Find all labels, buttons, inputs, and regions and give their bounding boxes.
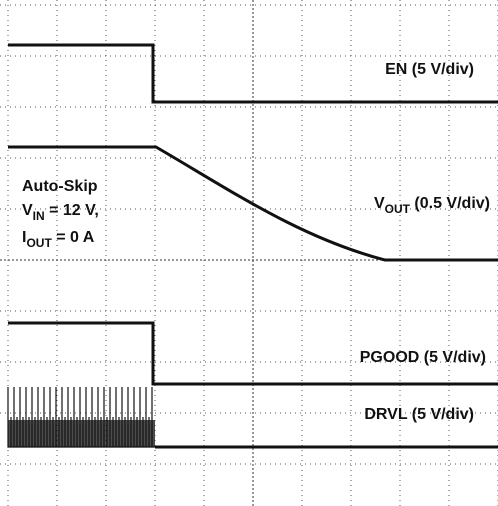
sub: IN	[33, 209, 45, 223]
sub: OUT	[385, 202, 411, 216]
drvl-body	[8, 420, 155, 447]
rest: = 12 V,	[45, 202, 99, 219]
pgood-label: PGOOD (5 V/div)	[360, 349, 486, 366]
v: V	[374, 195, 385, 212]
i: I	[22, 229, 26, 246]
v: V	[22, 202, 33, 219]
en-trace	[8, 43, 498, 104]
pgood-trace	[8, 321, 498, 386]
drvl-label: DRVL (5 V/div)	[364, 406, 474, 423]
mode-label: Auto-Skip	[22, 178, 98, 195]
vin-label: VIN = 12 V,	[22, 202, 99, 223]
vout-trace	[8, 145, 498, 262]
rest: (0.5 V/div)	[410, 195, 490, 212]
en-label: EN (5 V/div)	[385, 61, 474, 78]
vout-label: VOUT (0.5 V/div)	[374, 195, 490, 216]
rest: = 0 A	[52, 229, 95, 246]
sub: OUT	[26, 236, 52, 250]
drvl-trace	[7, 387, 498, 449]
iout-label: IOUT = 0 A	[22, 229, 95, 250]
